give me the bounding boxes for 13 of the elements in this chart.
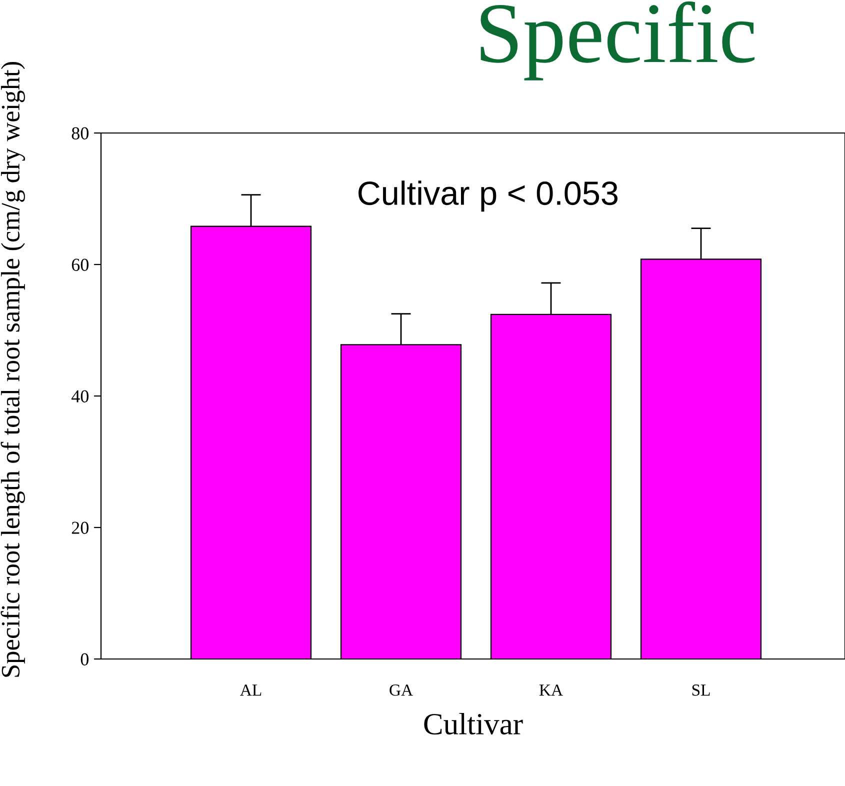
y-tick-label: 0 [80, 653, 89, 666]
y-tick-label: 80 [72, 127, 89, 140]
y-tick-label: 60 [72, 258, 89, 271]
x-axis-title: Cultivar [424, 713, 523, 735]
annotation: Cultivar p < 0.053 [358, 180, 618, 212]
y-axis-title: Specific root length of total root sample (cm/g dry weight) [0, 62, 25, 677]
x-tick-label: SL [692, 684, 710, 696]
y-tick-label: 40 [71, 390, 89, 402]
x-tick-label: KA [539, 684, 563, 696]
chart-title: Specific [480, 1, 754, 80]
x-tick-label: AL [240, 684, 262, 696]
y-tick-label: 20 [72, 522, 89, 534]
x-tick-label: GA [390, 684, 413, 696]
